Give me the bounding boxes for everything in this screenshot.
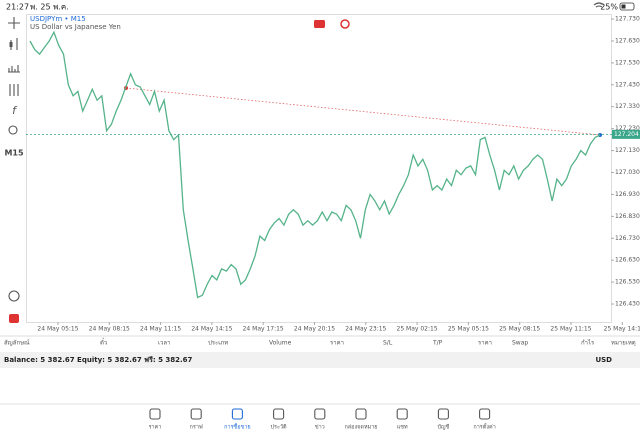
objects-tool[interactable] <box>9 84 19 96</box>
x-tick-label: 25 May 05:15 <box>448 326 489 333</box>
trend-line <box>125 87 601 136</box>
shapes-tool[interactable] <box>8 125 18 135</box>
oneclick-tool[interactable] <box>9 314 19 323</box>
x-tick-label: 24 May 11:15 <box>140 326 181 333</box>
current-price-box <box>612 129 640 139</box>
left-toolbar: f M15 <box>4 17 24 323</box>
tab[interactable]: แชท <box>396 408 408 431</box>
y-tick-label: 127.330 <box>615 103 640 110</box>
column-header: T/P <box>432 340 443 347</box>
balance-row <box>0 352 640 368</box>
x-tick-label: 24 May 17:15 <box>243 326 284 333</box>
x-tick-label: 25 May 11:15 <box>550 326 591 333</box>
status-time: 21:27 <box>6 3 29 12</box>
tab[interactable]: ข่าว <box>314 408 326 431</box>
x-tick-label: 25 May 02:15 <box>397 326 438 333</box>
wifi-icon <box>593 2 605 8</box>
tab-label: การตั้งค่า <box>473 423 495 431</box>
column-header: เวลา <box>158 340 170 347</box>
tab-label: ประวัติ <box>271 424 287 431</box>
tab[interactable]: การตั้งค่า <box>473 408 496 431</box>
y-tick-label: 127.430 <box>615 81 640 88</box>
alert-button[interactable] <box>340 19 350 29</box>
chart-description: US Dollar vs Japanese Yen <box>30 23 121 31</box>
x-tick-label: 24 May 08:15 <box>89 326 130 333</box>
tab[interactable]: ประวัติ <box>271 408 287 431</box>
tab-label: ราคา <box>149 425 162 431</box>
function-tool[interactable]: f <box>12 104 18 117</box>
x-tick-label: 25 May 14:1 <box>604 326 640 333</box>
column-header: ตั๋ว <box>100 337 107 346</box>
tab[interactable]: การซื้อขาย <box>224 408 251 431</box>
tab-icon <box>273 408 285 420</box>
y-tick-label: 127.030 <box>615 169 640 176</box>
tab[interactable]: บัญชี <box>437 408 450 431</box>
tab-icon <box>437 408 449 420</box>
chart-frame <box>26 14 612 323</box>
price-line <box>29 30 601 299</box>
x-tick-label: 24 May 20:15 <box>294 326 335 333</box>
balance-currency: USD <box>595 356 612 364</box>
crosshair-tool[interactable] <box>8 17 20 29</box>
x-tick-label: 24 May 14:15 <box>191 326 232 333</box>
column-header: Swap <box>512 340 528 347</box>
y-tick-label: 127.530 <box>615 59 640 66</box>
tab-icon <box>231 408 243 420</box>
tab-label: บัญชี <box>437 424 449 431</box>
tab[interactable]: กราฟ <box>190 408 203 431</box>
tab[interactable]: กล่องจดหมาย <box>344 408 378 431</box>
y-tick-label: 126.630 <box>615 257 640 264</box>
x-tick-label: 25 May 08:15 <box>499 326 540 333</box>
tab-label: กล่องจดหมาย <box>344 425 377 431</box>
column-header: S/L <box>383 340 393 347</box>
column-header: หมายเหตุ <box>611 340 636 347</box>
tab-icon <box>149 408 161 420</box>
tab-icon <box>190 408 202 420</box>
column-header: ราคา <box>478 340 492 347</box>
x-tick-label: 24 May 23:15 <box>345 326 386 333</box>
balance-summary: Balance: 5 382.67 Equity: 5 382.67 ฟรี: … <box>4 356 193 364</box>
y-tick-label: 126.930 <box>615 191 640 198</box>
tab-label: การซื้อขาย <box>224 423 250 431</box>
column-header: Volume <box>269 340 292 347</box>
tab-label: ข่าว <box>315 425 325 431</box>
zoom-tool[interactable] <box>8 290 20 302</box>
timeframe[interactable]: M15 <box>4 149 24 158</box>
trade-button[interactable] <box>314 20 325 28</box>
column-header: ประเภท <box>208 340 228 347</box>
tab[interactable]: ราคา <box>149 408 162 431</box>
column-header: ราคา <box>330 340 344 347</box>
y-tick-label: 127.230 <box>615 125 640 132</box>
y-tick-label: 126.430 <box>615 301 640 308</box>
y-tick-label: 126.530 <box>615 279 640 286</box>
battery-level <box>621 4 626 9</box>
candle-icon <box>9 42 13 47</box>
x-tick-label: 24 May 05:15 <box>37 326 78 333</box>
chart-symbol: USDJPYm • M15 <box>30 15 86 23</box>
status-battery: 25% <box>600 3 618 12</box>
y-tick-label: 126.830 <box>615 213 640 220</box>
current-price-label: 127.204 <box>614 131 639 138</box>
column-header: สัญลักษณ์ <box>4 339 30 347</box>
y-tick-label: 126.730 <box>615 235 640 242</box>
battery-icon <box>619 2 635 11</box>
column-header: กำไร <box>581 339 595 347</box>
status-date: พ. 25 พ.ค. <box>30 3 69 12</box>
indicators-tool[interactable] <box>8 65 20 73</box>
tab-label: กราฟ <box>190 424 203 431</box>
tab-icon <box>479 408 491 420</box>
tab-icon <box>355 408 367 420</box>
y-tick-label: 127.130 <box>615 147 640 154</box>
y-tick-label: 127.630 <box>615 37 640 44</box>
tab-label: แชท <box>397 424 408 431</box>
y-tick-label: 127.730 <box>615 16 640 23</box>
tab-icon <box>396 408 408 420</box>
tab-icon <box>314 408 326 420</box>
